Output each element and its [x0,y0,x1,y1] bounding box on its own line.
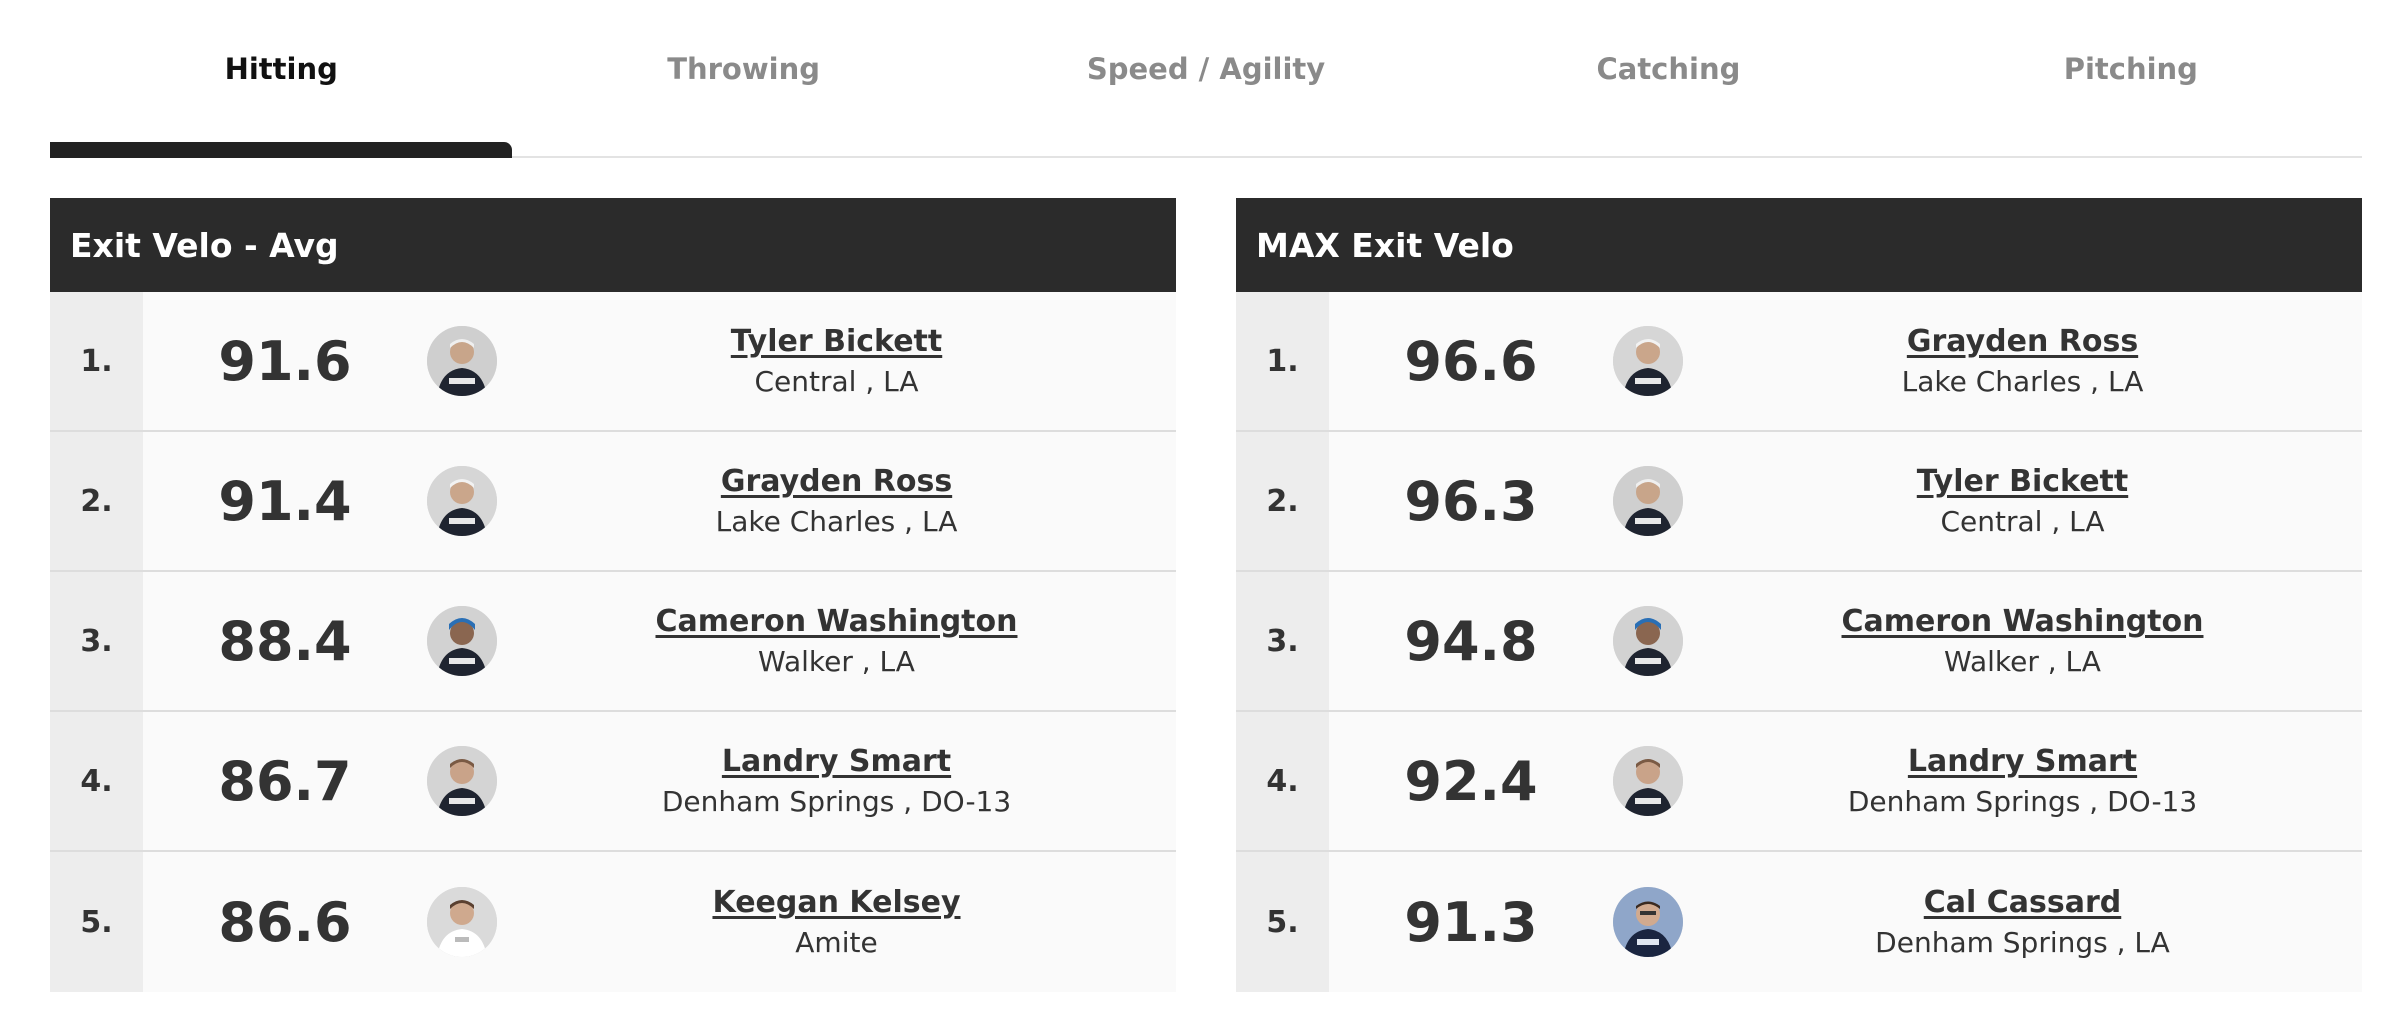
tab-label: Catching [1596,52,1741,86]
table-row: 4. 86.7 Landry Smart Denham Springs , DO… [50,712,1176,852]
rank: 4. [50,712,143,850]
tab-label: Speed / Agility [1086,52,1326,86]
player-photo-icon [427,326,497,396]
tab-label: Throwing [667,52,820,86]
tab-pitching[interactable]: Pitching [1900,0,2362,156]
player-name-link[interactable]: Cameron Washington [1841,604,2204,639]
player-photo-icon [1613,746,1683,816]
player-name-link[interactable]: Tyler Bickett [730,324,943,359]
rank: 5. [1236,852,1329,992]
player-location: Central , LA [1940,505,2105,538]
table-row: 1. 96.6 Grayden Ross Lake Charles , LA [1236,292,2362,432]
player-photo-icon [427,887,497,957]
player-location: Denham Springs , DO-13 [661,785,1012,818]
tab-throwing[interactable]: Throwing [512,0,974,156]
stat-value: 86.7 [218,749,352,813]
player-location: Central , LA [754,365,919,398]
player-name-link[interactable]: Landry Smart [721,744,952,779]
panel-title: MAX Exit Velo [1236,198,2362,292]
player-location: Lake Charles , LA [1901,365,2144,398]
leaderboard-max-exit-velo: MAX Exit Velo 1. 96.6 Grayden Ross Lake … [1236,198,2362,992]
player-name-link[interactable]: Grayden Ross [1906,324,2139,359]
player-name-link[interactable]: Landry Smart [1907,744,2138,779]
table-row: 2. 91.4 Grayden Ross Lake Charles , LA [50,432,1176,572]
stat-value: 96.3 [1404,469,1538,533]
player-location: Amite [795,926,878,959]
tab-label: Pitching [2063,52,2198,86]
stat-value: 91.6 [218,329,352,393]
player-location: Denham Springs , LA [1875,926,2170,959]
tab-label: Hitting [224,52,338,86]
stat-value: 86.6 [218,890,352,954]
player-photo-icon [427,466,497,536]
leaderboard-exit-velo-avg: Exit Velo - Avg 1. 91.6 Tyler Bickett Ce… [50,198,1176,992]
rank: 2. [50,432,143,570]
player-name-link[interactable]: Grayden Ross [720,464,953,499]
tab-catching[interactable]: Catching [1437,0,1899,156]
rank: 3. [1236,572,1329,710]
player-name-link[interactable]: Cal Cassard [1923,885,2122,920]
player-name-link[interactable]: Cameron Washington [655,604,1018,639]
rank: 4. [1236,712,1329,850]
stat-value: 91.3 [1404,890,1538,954]
table-row: 5. 91.3 Cal Cassard Denham Springs , LA [1236,852,2362,992]
tab-hitting[interactable]: Hitting [50,0,513,158]
player-name-link[interactable]: Keegan Kelsey [712,885,961,920]
panel-title: Exit Velo - Avg [50,198,1176,292]
player-name-link[interactable]: Tyler Bickett [1916,464,2129,499]
stat-value: 88.4 [218,609,352,673]
rank: 1. [1236,292,1329,430]
table-row: 2. 96.3 Tyler Bickett Central , LA [1236,432,2362,572]
player-location: Denham Springs , DO-13 [1847,785,2198,818]
stat-value: 91.4 [218,469,352,533]
player-photo-icon [1613,606,1683,676]
table-row: 4. 92.4 Landry Smart Denham Springs , DO… [1236,712,2362,852]
player-photo-icon [1613,887,1683,957]
tab-speed-agility[interactable]: Speed / Agility [975,0,1437,156]
player-photo-icon [1613,326,1683,396]
player-location: Lake Charles , LA [715,505,958,538]
rank: 3. [50,572,143,710]
player-location: Walker , LA [1944,645,2101,678]
stat-value: 96.6 [1404,329,1538,393]
table-row: 3. 88.4 Cameron Washington Walker , LA [50,572,1176,712]
stat-value: 94.8 [1404,609,1538,673]
table-row: 1. 91.6 Tyler Bickett Central , LA [50,292,1176,432]
player-location: Walker , LA [758,645,915,678]
stat-value: 92.4 [1404,749,1538,813]
rank: 5. [50,852,143,992]
category-tabs: Hitting Throwing Speed / Agility Catchin… [50,0,2362,158]
player-photo-icon [427,746,497,816]
rank: 1. [50,292,143,430]
player-photo-icon [427,606,497,676]
player-photo-icon [1613,466,1683,536]
table-row: 3. 94.8 Cameron Washington Walker , LA [1236,572,2362,712]
rank: 2. [1236,432,1329,570]
table-row: 5. 86.6 Keegan Kelsey Amite [50,852,1176,992]
